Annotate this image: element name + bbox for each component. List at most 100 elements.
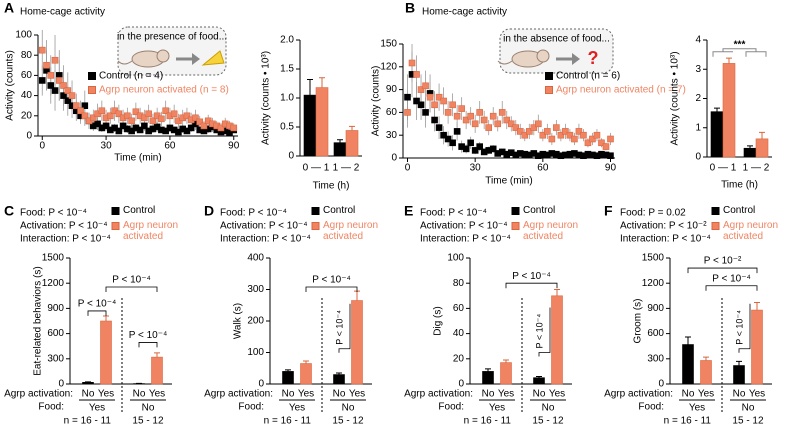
legend-label-box: Control bbox=[123, 205, 156, 216]
data-point bbox=[107, 112, 114, 120]
activation-label: Yes bbox=[549, 389, 565, 400]
data-point bbox=[115, 127, 123, 135]
x-tick-label: 0 — 1 bbox=[303, 163, 330, 174]
data-point bbox=[485, 124, 493, 131]
data-point bbox=[55, 77, 63, 84]
y-tick-label: 120 bbox=[380, 61, 397, 72]
data-point bbox=[217, 124, 225, 132]
activation-label: No bbox=[733, 389, 746, 400]
y-tick-label: 60 bbox=[386, 107, 398, 118]
y-tick-label: 4 bbox=[695, 35, 701, 46]
data-point bbox=[453, 112, 461, 120]
stat-line: Activation: P < 10⁻² bbox=[620, 221, 707, 232]
data-point bbox=[149, 117, 157, 125]
x-tick-label: 0 — 1 bbox=[710, 163, 737, 174]
y-tick-label: 400 bbox=[247, 253, 264, 264]
significance-bracket bbox=[87, 310, 107, 316]
activation-label: No bbox=[482, 389, 495, 400]
legend-swatch bbox=[511, 222, 520, 230]
significance-bracket bbox=[505, 282, 558, 289]
y-tick-label: 900 bbox=[647, 303, 664, 314]
error-bar bbox=[485, 368, 491, 372]
row-label: Food: bbox=[238, 402, 264, 413]
legend-label-box: Control bbox=[723, 205, 755, 216]
error-bar bbox=[754, 302, 760, 311]
x-tick-label: 1 — 2 bbox=[743, 163, 770, 174]
error-bar bbox=[685, 336, 691, 345]
legend-label: Control bbox=[123, 205, 156, 216]
data-point bbox=[498, 109, 506, 116]
data-point bbox=[539, 131, 547, 139]
data-point bbox=[516, 128, 524, 135]
x-tick-label: 30 bbox=[470, 163, 482, 174]
activation-label: Yes bbox=[349, 389, 365, 400]
legend-label-box: Agrp neuron activated bbox=[323, 220, 378, 242]
significance-label: P < 10⁻⁴ bbox=[129, 330, 168, 341]
activation-label: Yes bbox=[749, 389, 765, 400]
y-tick-label: 1200 bbox=[42, 278, 65, 289]
row-label: Food: bbox=[38, 402, 64, 413]
error-bar bbox=[349, 125, 355, 131]
data-point bbox=[47, 72, 55, 79]
y-axis-label: Eat-related behaviors (s) bbox=[33, 266, 44, 376]
data-point bbox=[449, 101, 456, 109]
y-tick-label: 1.0 bbox=[280, 93, 294, 104]
y-tick-label: 2.0 bbox=[280, 35, 294, 46]
data-point bbox=[571, 135, 578, 143]
activation-label: Yes bbox=[98, 389, 114, 400]
data-point bbox=[38, 77, 46, 84]
y-axis-label: Activity (counts) bbox=[371, 66, 382, 137]
food-label: Yes bbox=[89, 403, 105, 414]
y-tick-label: 0 bbox=[658, 379, 664, 390]
legend-swatch bbox=[88, 86, 96, 94]
legend-swatch bbox=[545, 72, 553, 80]
data-point bbox=[132, 108, 140, 116]
activation-label: No bbox=[533, 389, 546, 400]
y-tick-label: 200 bbox=[247, 316, 264, 327]
legend-label: Control bbox=[523, 205, 556, 216]
data-point bbox=[141, 122, 148, 130]
bar bbox=[282, 371, 294, 385]
legend-label: Control (n = 4) bbox=[99, 71, 163, 82]
y-tick-label: 1200 bbox=[642, 278, 665, 289]
x-tick-label: 60 bbox=[537, 163, 549, 174]
error-bar bbox=[714, 107, 720, 112]
y-tick-label: 0.5 bbox=[280, 122, 294, 133]
data-point bbox=[51, 87, 59, 94]
stat-line: Interaction: P < 10⁻⁴ bbox=[220, 234, 311, 245]
data-point bbox=[98, 107, 106, 115]
row-label: Food: bbox=[438, 402, 464, 413]
x-axis-label: Time (h) bbox=[721, 180, 758, 191]
data-point bbox=[408, 59, 416, 67]
significance-bracket bbox=[305, 286, 358, 292]
data-point bbox=[440, 97, 447, 105]
data-point bbox=[535, 120, 542, 128]
significance-bracket bbox=[687, 267, 758, 274]
data-point bbox=[51, 56, 59, 64]
data-point bbox=[431, 116, 438, 124]
x-tick-label: 60 bbox=[164, 141, 176, 152]
data-point bbox=[413, 97, 420, 105]
data-point bbox=[38, 46, 46, 54]
data-point bbox=[471, 120, 479, 128]
arrow-head bbox=[192, 53, 200, 65]
y-tick-label: 40 bbox=[21, 90, 33, 101]
bar bbox=[300, 363, 312, 385]
data-point bbox=[566, 131, 574, 139]
significance-label: P < 10⁻⁴ bbox=[78, 299, 117, 310]
y-tick-label: 20 bbox=[21, 110, 33, 121]
error-bar bbox=[503, 359, 509, 363]
activation-label: No bbox=[333, 389, 346, 400]
data-point bbox=[435, 124, 443, 131]
data-point bbox=[230, 124, 238, 132]
activation-label: Yes bbox=[149, 389, 165, 400]
error-bar bbox=[307, 78, 313, 96]
n-label: n = 16 - 11 bbox=[464, 416, 512, 426]
n-label: n = 16 - 11 bbox=[664, 416, 712, 426]
error-bar bbox=[703, 356, 709, 361]
x-axis-label: Time (min) bbox=[485, 176, 532, 187]
data-point bbox=[525, 128, 533, 135]
x-axis-label: Time (h) bbox=[313, 181, 350, 192]
legend-label: Agrp neuron activated bbox=[723, 220, 779, 242]
x-axis-label: Time (min) bbox=[114, 153, 161, 164]
